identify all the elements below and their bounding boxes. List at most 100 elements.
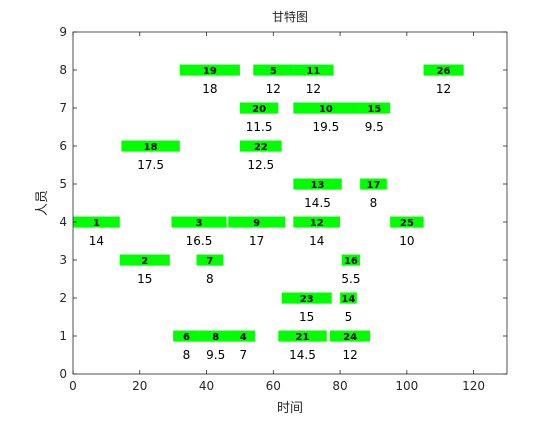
x-axis-label: 时间 — [277, 401, 303, 416]
x-tick-label: 60 — [266, 379, 281, 393]
task-bar-25 — [390, 216, 424, 228]
task-duration-label-24: 12 — [342, 348, 357, 362]
task-bars — [73, 64, 464, 342]
y-tick-label: 7 — [59, 101, 67, 115]
task-bar-5 — [253, 64, 294, 76]
task-duration-label-17: 8 — [370, 196, 378, 210]
task-id-label-10: 10 — [319, 104, 333, 115]
task-bar-8 — [199, 330, 232, 342]
x-tick-label: 20 — [132, 379, 147, 393]
task-id-label-3: 3 — [196, 218, 203, 229]
task-bar-9 — [228, 216, 285, 228]
task-duration-label-13: 14.5 — [304, 196, 331, 210]
task-bar-16 — [341, 254, 361, 266]
task-bar-6 — [173, 330, 200, 342]
x-tick-label: 40 — [199, 379, 214, 393]
x-tick-label: 100 — [395, 379, 418, 393]
x-tick-label: 120 — [462, 379, 485, 393]
task-id-label-1: 1 — [93, 218, 100, 229]
task-id-label-18: 18 — [144, 142, 158, 153]
task-bar-13 — [293, 178, 342, 190]
task-duration-label-23: 15 — [299, 310, 314, 324]
task-id-label-19: 19 — [203, 66, 217, 77]
y-tick-label: 3 — [59, 253, 67, 267]
task-id-label-4: 4 — [240, 332, 247, 343]
task-duration-label-14: 5 — [345, 310, 353, 324]
task-bar-22 — [239, 140, 282, 152]
plot-frame — [72, 31, 508, 375]
task-id-label-5: 5 — [270, 66, 277, 77]
task-duration-label-9: 17 — [249, 234, 264, 248]
y-tick-label: 1 — [59, 329, 67, 343]
task-labels: 6 8 8 9.5 4 7 21 14.5 24 12 23 15 14 5 2 15 7 8 16 5.5 1 14 3 1… — [89, 66, 451, 362]
task-bar-23 — [281, 292, 332, 304]
y-tick-label: 4 — [59, 215, 67, 229]
task-bar-14 — [340, 292, 357, 304]
task-id-label-11: 11 — [306, 66, 320, 77]
task-id-label-13: 13 — [311, 180, 325, 191]
task-id-label-22: 22 — [254, 142, 268, 153]
task-id-label-9: 9 — [253, 218, 260, 229]
task-duration-label-4: 7 — [239, 348, 247, 362]
y-tick-label: 8 — [59, 63, 67, 77]
task-bar-24 — [330, 330, 371, 342]
task-id-label-17: 17 — [367, 180, 381, 191]
task-duration-label-12: 14 — [309, 234, 324, 248]
task-duration-label-1: 14 — [89, 234, 104, 248]
task-id-label-6: 6 — [183, 332, 190, 343]
task-duration-label-25: 10 — [399, 234, 414, 248]
task-bar-4 — [231, 330, 255, 342]
task-bar-1 — [73, 216, 120, 228]
task-duration-label-2: 15 — [137, 272, 152, 286]
x-tick-label: 0 — [69, 379, 77, 393]
task-bar-10 — [293, 102, 359, 114]
task-id-label-8: 8 — [212, 332, 219, 343]
task-duration-label-26: 12 — [436, 82, 451, 96]
task-duration-label-20: 11.5 — [246, 120, 273, 134]
task-bar-3 — [171, 216, 227, 228]
task-id-label-16: 16 — [344, 256, 358, 267]
task-duration-label-5: 12 — [266, 82, 281, 96]
task-id-label-26: 26 — [437, 66, 451, 77]
y-tick-label: 6 — [59, 139, 67, 153]
y-tick-label: 5 — [59, 177, 67, 191]
task-duration-label-15: 9.5 — [365, 120, 384, 134]
task-duration-label-21: 14.5 — [289, 348, 316, 362]
task-bar-17 — [360, 178, 387, 190]
task-duration-label-7: 8 — [206, 272, 214, 286]
y-tick-label: 0 — [59, 367, 67, 381]
task-bar-26 — [423, 64, 464, 76]
task-duration-label-11: 12 — [306, 82, 321, 96]
y-tick-label: 2 — [59, 291, 67, 305]
task-bar-20 — [239, 102, 279, 114]
task-duration-label-22: 12.5 — [247, 158, 274, 172]
task-duration-label-18: 17.5 — [137, 158, 164, 172]
task-duration-label-6: 8 — [183, 348, 191, 362]
task-bar-18 — [121, 140, 180, 152]
task-id-label-7: 7 — [206, 256, 213, 267]
task-bar-12 — [293, 216, 341, 228]
task-duration-label-19: 18 — [202, 82, 217, 96]
task-bar-15 — [358, 102, 391, 114]
y-axis-label: 人员 — [35, 190, 50, 216]
task-bar-21 — [278, 330, 327, 342]
task-id-label-23: 23 — [300, 294, 314, 305]
task-bar-2 — [119, 254, 170, 266]
task-id-label-20: 20 — [252, 104, 266, 115]
task-id-label-14: 14 — [341, 294, 355, 305]
task-id-label-25: 25 — [400, 218, 414, 229]
task-bar-11 — [293, 64, 334, 76]
task-bar-19 — [179, 64, 240, 76]
x-tick-label: 80 — [332, 379, 347, 393]
task-id-label-15: 15 — [367, 104, 381, 115]
task-id-label-21: 21 — [296, 332, 310, 343]
task-duration-label-16: 5.5 — [341, 272, 360, 286]
task-duration-label-3: 16.5 — [186, 234, 213, 248]
task-duration-label-8: 9.5 — [206, 348, 225, 362]
y-tick-label: 9 — [59, 25, 67, 39]
task-id-label-2: 2 — [141, 256, 148, 267]
task-id-label-12: 12 — [310, 218, 324, 229]
task-duration-label-10: 19.5 — [313, 120, 340, 134]
